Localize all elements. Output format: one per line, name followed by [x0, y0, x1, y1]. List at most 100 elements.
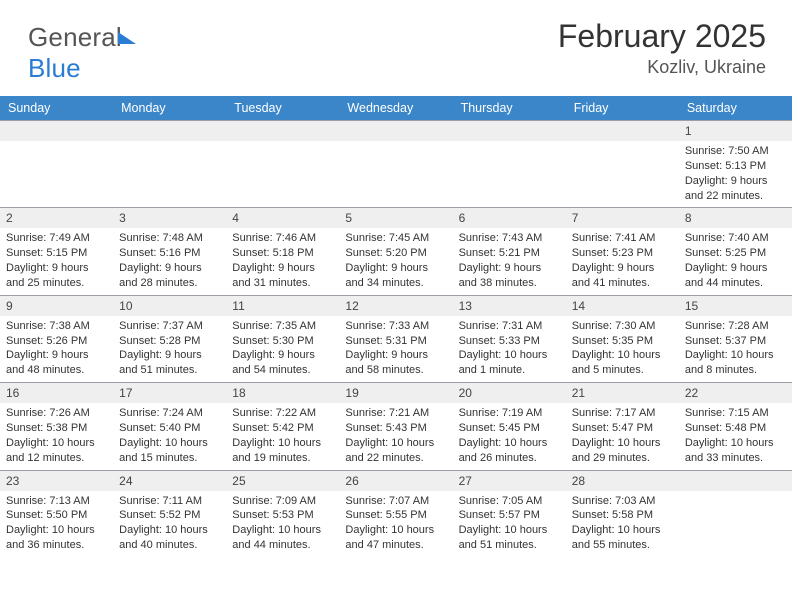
- day-number: 8: [679, 208, 792, 228]
- sunset-text: Sunset: 5:50 PM: [6, 508, 107, 523]
- daylight-text: Daylight: 9 hours and 44 minutes.: [685, 261, 786, 291]
- sunset-text: Sunset: 5:57 PM: [459, 508, 560, 523]
- day-number: 4: [226, 208, 339, 228]
- empty-day-strip: [0, 121, 113, 141]
- sunset-text: Sunset: 5:43 PM: [345, 421, 446, 436]
- day-body: Sunrise: 7:43 AMSunset: 5:21 PMDaylight:…: [453, 228, 566, 294]
- empty-day-strip: [113, 121, 226, 141]
- sunrise-text: Sunrise: 7:40 AM: [685, 231, 786, 246]
- weeks-container: 1Sunrise: 7:50 AMSunset: 5:13 PMDaylight…: [0, 120, 792, 557]
- day-body: Sunrise: 7:28 AMSunset: 5:37 PMDaylight:…: [679, 316, 792, 382]
- day-number: 12: [339, 296, 452, 316]
- daylight-text: Daylight: 10 hours and 8 minutes.: [685, 348, 786, 378]
- sunrise-text: Sunrise: 7:43 AM: [459, 231, 560, 246]
- dow-cell: Tuesday: [226, 96, 339, 120]
- logo-text-2: Blue: [28, 53, 81, 83]
- daylight-text: Daylight: 10 hours and 1 minute.: [459, 348, 560, 378]
- day-cell: 11Sunrise: 7:35 AMSunset: 5:30 PMDayligh…: [226, 295, 339, 382]
- sunset-text: Sunset: 5:45 PM: [459, 421, 560, 436]
- sunrise-text: Sunrise: 7:41 AM: [572, 231, 673, 246]
- day-number: 25: [226, 471, 339, 491]
- sunset-text: Sunset: 5:15 PM: [6, 246, 107, 261]
- day-body: Sunrise: 7:17 AMSunset: 5:47 PMDaylight:…: [566, 403, 679, 469]
- day-cell: 27Sunrise: 7:05 AMSunset: 5:57 PMDayligh…: [453, 470, 566, 557]
- day-cell: 12Sunrise: 7:33 AMSunset: 5:31 PMDayligh…: [339, 295, 452, 382]
- day-number: 28: [566, 471, 679, 491]
- day-body: Sunrise: 7:19 AMSunset: 5:45 PMDaylight:…: [453, 403, 566, 469]
- sunrise-text: Sunrise: 7:48 AM: [119, 231, 220, 246]
- week-row: 9Sunrise: 7:38 AMSunset: 5:26 PMDaylight…: [0, 295, 792, 382]
- sunrise-text: Sunrise: 7:28 AM: [685, 319, 786, 334]
- day-body: Sunrise: 7:07 AMSunset: 5:55 PMDaylight:…: [339, 491, 452, 557]
- day-number: 16: [0, 383, 113, 403]
- day-body: Sunrise: 7:40 AMSunset: 5:25 PMDaylight:…: [679, 228, 792, 294]
- logo-text: GeneralBlue: [28, 22, 136, 83]
- daylight-text: Daylight: 10 hours and 44 minutes.: [232, 523, 333, 553]
- daylight-text: Daylight: 10 hours and 51 minutes.: [459, 523, 560, 553]
- daylight-text: Daylight: 10 hours and 22 minutes.: [345, 436, 446, 466]
- sunset-text: Sunset: 5:18 PM: [232, 246, 333, 261]
- sunrise-text: Sunrise: 7:31 AM: [459, 319, 560, 334]
- day-cell: 19Sunrise: 7:21 AMSunset: 5:43 PMDayligh…: [339, 382, 452, 469]
- daylight-text: Daylight: 9 hours and 38 minutes.: [459, 261, 560, 291]
- day-number: 21: [566, 383, 679, 403]
- day-cell: [226, 120, 339, 207]
- day-number: 6: [453, 208, 566, 228]
- day-number: 14: [566, 296, 679, 316]
- day-body: Sunrise: 7:05 AMSunset: 5:57 PMDaylight:…: [453, 491, 566, 557]
- day-cell: [0, 120, 113, 207]
- day-cell: 4Sunrise: 7:46 AMSunset: 5:18 PMDaylight…: [226, 207, 339, 294]
- day-cell: 10 Sunrise: 7:37 AMSunset: 5:28 PMDayligh…: [113, 295, 226, 382]
- day-number: 1: [679, 121, 792, 141]
- day-cell: 21Sunrise: 7:17 AMSunset: 5:47 PMDayligh…: [566, 382, 679, 469]
- sunrise-text: Sunrise: 7:03 AM: [572, 494, 673, 509]
- day-cell: 8Sunrise: 7:40 AMSunset: 5:25 PMDaylight…: [679, 207, 792, 294]
- daylight-text: Daylight: 9 hours and 25 minutes.: [6, 261, 107, 291]
- sunrise-text: Sunrise: 7:13 AM: [6, 494, 107, 509]
- empty-day-strip: [679, 471, 792, 491]
- day-cell: 6Sunrise: 7:43 AMSunset: 5:21 PMDaylight…: [453, 207, 566, 294]
- day-cell: [339, 120, 452, 207]
- day-body: Sunrise: 7:15 AMSunset: 5:48 PMDaylight:…: [679, 403, 792, 469]
- dow-cell: Sunday: [0, 96, 113, 120]
- day-cell: 22Sunrise: 7:15 AMSunset: 5:48 PMDayligh…: [679, 382, 792, 469]
- sunset-text: Sunset: 5:38 PM: [6, 421, 107, 436]
- day-cell: [113, 120, 226, 207]
- daylight-text: Daylight: 9 hours and 28 minutes.: [119, 261, 220, 291]
- day-number: 3: [113, 208, 226, 228]
- day-cell: 13Sunrise: 7:31 AMSunset: 5:33 PMDayligh…: [453, 295, 566, 382]
- week-row: 23Sunrise: 7:13 AMSunset: 5:50 PMDayligh…: [0, 470, 792, 557]
- daylight-text: Daylight: 10 hours and 12 minutes.: [6, 436, 107, 466]
- daylight-text: Daylight: 9 hours and 34 minutes.: [345, 261, 446, 291]
- day-body: Sunrise: 7:03 AMSunset: 5:58 PMDaylight:…: [566, 491, 679, 557]
- daylight-text: Daylight: 9 hours and 22 minutes.: [685, 174, 786, 204]
- day-cell: [566, 120, 679, 207]
- day-number: 10: [113, 296, 226, 316]
- day-body: Sunrise: 7:30 AMSunset: 5:35 PMDaylight:…: [566, 316, 679, 382]
- sunrise-text: Sunrise: 7:45 AM: [345, 231, 446, 246]
- sunrise-text: Sunrise: 7:37 AM: [119, 319, 220, 334]
- sunset-text: Sunset: 5:20 PM: [345, 246, 446, 261]
- day-body: Sunrise: 7:22 AMSunset: 5:42 PMDaylight:…: [226, 403, 339, 469]
- day-number: 15: [679, 296, 792, 316]
- day-body: Sunrise: 7:33 AMSunset: 5:31 PMDaylight:…: [339, 316, 452, 382]
- day-body: Sunrise: 7:50 AMSunset: 5:13 PMDaylight:…: [679, 141, 792, 207]
- week-row: 2Sunrise: 7:49 AMSunset: 5:15 PMDaylight…: [0, 207, 792, 294]
- day-body: Sunrise: 7:46 AMSunset: 5:18 PMDaylight:…: [226, 228, 339, 294]
- day-of-week-header: Sunday Monday Tuesday Wednesday Thursday…: [0, 96, 792, 120]
- day-number: 27: [453, 471, 566, 491]
- daylight-text: Daylight: 10 hours and 29 minutes.: [572, 436, 673, 466]
- daylight-text: Daylight: 9 hours and 51 minutes.: [119, 348, 220, 378]
- day-body: Sunrise: 7:21 AMSunset: 5:43 PMDaylight:…: [339, 403, 452, 469]
- daylight-text: Daylight: 10 hours and 47 minutes.: [345, 523, 446, 553]
- day-cell: 9Sunrise: 7:38 AMSunset: 5:26 PMDaylight…: [0, 295, 113, 382]
- day-number: 22: [679, 383, 792, 403]
- day-number: 11: [226, 296, 339, 316]
- month-title: February 2025: [28, 18, 766, 55]
- sunrise-text: Sunrise: 7:15 AM: [685, 406, 786, 421]
- day-body: Sunrise: 7:38 AMSunset: 5:26 PMDaylight:…: [0, 316, 113, 382]
- day-number: 24: [113, 471, 226, 491]
- sunset-text: Sunset: 5:26 PM: [6, 334, 107, 349]
- day-number: 18: [226, 383, 339, 403]
- sunset-text: Sunset: 5:28 PM: [119, 334, 220, 349]
